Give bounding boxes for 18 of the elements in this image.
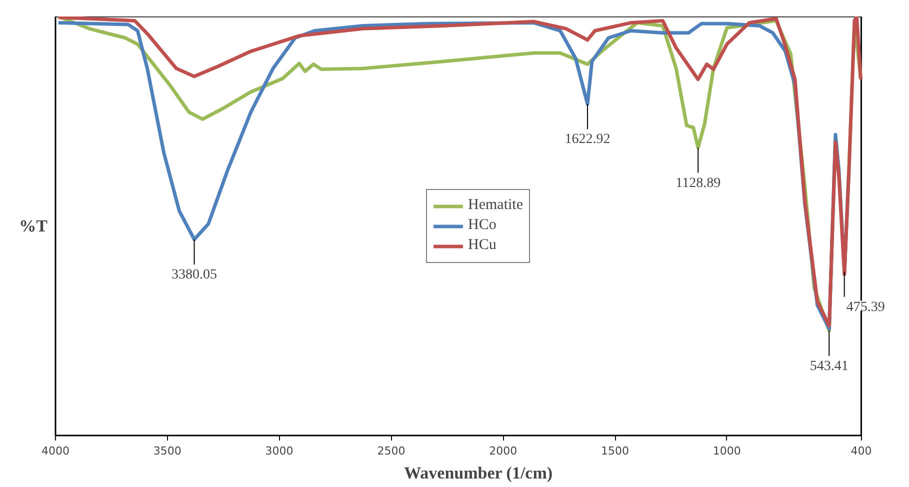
- x-tick-label: 1000: [712, 444, 741, 458]
- legend-label: HCo: [468, 216, 496, 234]
- annotation: 1622.92: [564, 132, 610, 148]
- x-axis-title: Wavenumber (1/cm): [404, 464, 553, 482]
- annotation: 543.41: [810, 358, 848, 374]
- x-tick-label: 3500: [153, 444, 182, 458]
- legend-label: HCu: [468, 236, 496, 254]
- annotation: 475.39: [846, 300, 885, 315]
- x-tick-label: 3000: [265, 444, 294, 458]
- annotation: 3380.05: [172, 268, 217, 283]
- x-tick-label: 2500: [377, 444, 406, 458]
- x-tick-label: 2000: [489, 444, 518, 458]
- x-tick-label: 1500: [601, 444, 630, 458]
- x-tick-label: 4000: [42, 444, 70, 458]
- legend-label: Hematite: [468, 196, 523, 214]
- y-axis-title: %T: [19, 216, 48, 236]
- annotation: 1128.89: [676, 176, 721, 191]
- x-tick-label: 400: [850, 444, 872, 458]
